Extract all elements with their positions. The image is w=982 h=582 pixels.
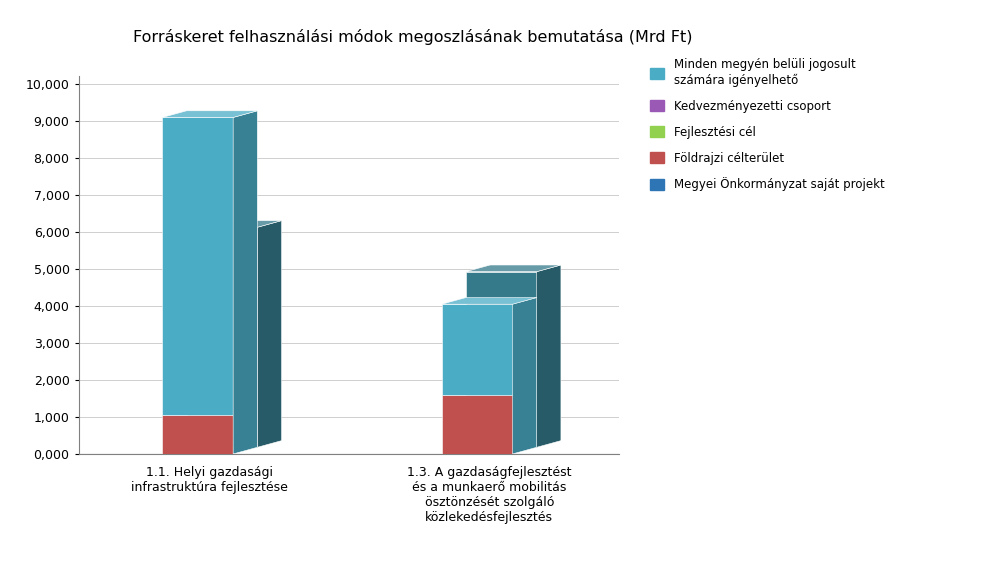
Bar (187, 434, 257, 448)
Bar (187, 368, 257, 434)
Bar (162, 118, 233, 415)
Bar (442, 304, 513, 395)
Text: Forráskeret felhasználási módok megoszlásának bemutatása (Mrd Ft): Forráskeret felhasználási módok megoszlá… (133, 29, 692, 45)
Bar (162, 415, 233, 454)
Polygon shape (162, 111, 257, 118)
Polygon shape (513, 297, 537, 454)
Legend: Minden megyén belüli jogosult
számára igényelhető, Kedvezményezetti csoport, Fej: Minden megyén belüli jogosult számára ig… (644, 52, 891, 197)
Polygon shape (187, 221, 282, 228)
Polygon shape (442, 297, 537, 304)
Polygon shape (257, 221, 282, 448)
Bar (187, 228, 257, 368)
Bar (442, 395, 513, 454)
Polygon shape (537, 265, 561, 448)
Polygon shape (465, 265, 561, 272)
Polygon shape (233, 111, 257, 454)
Bar (465, 272, 537, 448)
